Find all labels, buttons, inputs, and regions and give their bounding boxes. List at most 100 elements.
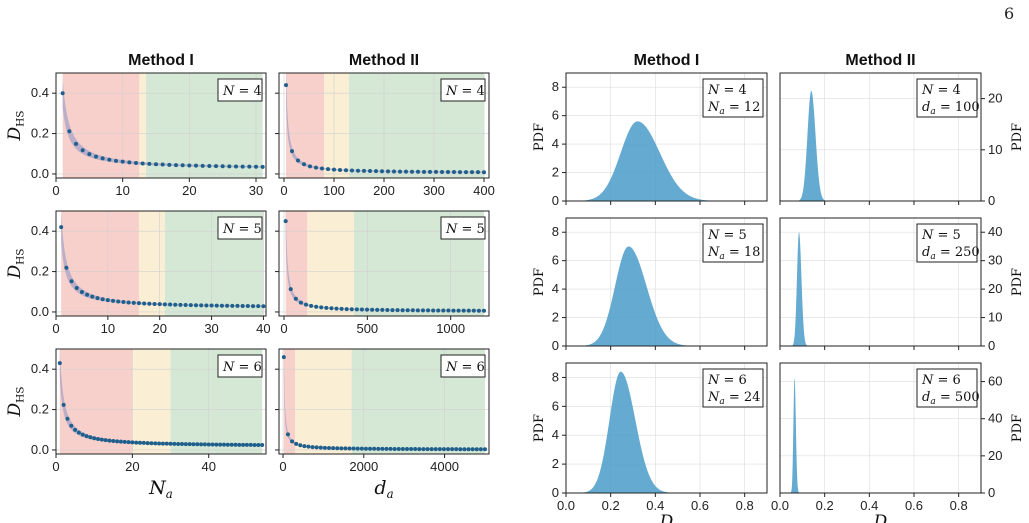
y-axis-label: PDF <box>532 268 547 296</box>
region-yellow <box>139 73 146 178</box>
x-tick-label: 0 <box>52 183 59 198</box>
data-point <box>426 308 431 313</box>
x-tick-label: 300 <box>423 183 445 198</box>
data-point <box>194 163 198 168</box>
y-tick-label: 0.4 <box>31 223 49 238</box>
data-point <box>293 296 298 301</box>
panel-left-r2c1: 0 10 20 30 40 0.0 0.2 0.4 N = 5 DHS <box>5 210 271 336</box>
data-point <box>441 308 446 313</box>
y-tick-label: 0.4 <box>31 361 49 376</box>
data-point <box>417 447 422 452</box>
data-point <box>164 441 169 446</box>
data-point <box>446 447 451 452</box>
annotation-text: N = 5 <box>921 228 961 243</box>
data-point <box>425 447 430 452</box>
panel-frame <box>779 362 982 494</box>
data-point <box>368 169 372 174</box>
panel-right-r1c1: 0 2 4 6 8 N = 4 Na = 12 Method I PDF <box>532 52 768 208</box>
data-point <box>261 304 266 309</box>
svg-text:DHS: DHS <box>5 110 27 141</box>
data-point <box>284 83 288 88</box>
data-point <box>458 170 462 175</box>
annotation-box <box>916 368 978 408</box>
data-point <box>441 447 446 452</box>
y-tick-label: 0.2 <box>31 126 49 141</box>
data-point <box>149 441 154 446</box>
data-point <box>111 439 116 444</box>
y-tick-label: 0 <box>552 338 559 353</box>
data-point <box>298 443 303 448</box>
data-point <box>362 168 366 173</box>
region-red <box>62 73 140 178</box>
data-point <box>127 160 132 165</box>
annotation-text: N = 6 <box>445 360 485 375</box>
data-point <box>322 445 327 450</box>
data-point <box>199 442 204 447</box>
data-point <box>168 302 173 307</box>
data-point <box>471 308 476 313</box>
data-point <box>296 158 300 163</box>
data-point <box>147 161 152 166</box>
panel-frame <box>55 72 267 179</box>
data-point <box>368 446 373 451</box>
data-point <box>210 442 215 447</box>
y-tick-label: 20 <box>988 448 1002 463</box>
data-point <box>392 446 397 451</box>
data-point <box>152 301 157 306</box>
annotation-text: N = 4 <box>921 83 961 98</box>
data-point <box>482 170 486 175</box>
region-red <box>283 349 296 454</box>
y-tick-label: 8 <box>552 369 559 384</box>
data-point <box>180 442 184 447</box>
data-point <box>384 446 389 451</box>
data-point <box>380 307 385 312</box>
annotation-box <box>916 223 978 263</box>
data-point <box>428 169 432 174</box>
data-point <box>376 446 381 451</box>
panel-left-r1c1: 0 10 20 30 0.0 0.2 0.4 N = 4 Method I DHS <box>5 52 267 198</box>
data-point <box>79 290 84 295</box>
annotation-box <box>702 78 764 118</box>
annotation-box <box>217 354 263 378</box>
data-point <box>334 306 339 311</box>
data-point <box>446 170 450 175</box>
data-point <box>470 447 475 452</box>
y-tick-label: 10 <box>988 142 1002 157</box>
data-point <box>290 149 294 154</box>
panel-frame <box>565 217 768 347</box>
data-point <box>178 302 183 307</box>
data-point <box>464 170 468 175</box>
y-axis-label: PDF <box>1010 414 1025 442</box>
density-area <box>574 246 700 346</box>
y-tick-label: 4 <box>552 136 559 151</box>
density-area <box>790 377 800 493</box>
panel-frame <box>278 210 490 317</box>
data-point <box>80 432 85 437</box>
y-tick-label: 2 <box>552 456 559 471</box>
data-point <box>227 164 232 169</box>
data-point <box>174 163 178 168</box>
data-point <box>118 439 123 444</box>
data-point <box>160 162 165 167</box>
region-yellow <box>132 349 171 454</box>
data-point <box>356 168 360 173</box>
data-point <box>456 308 461 313</box>
data-point <box>388 446 393 451</box>
y-tick-label: 0.0 <box>31 442 49 457</box>
data-point <box>167 162 172 167</box>
data-point <box>114 158 118 163</box>
data-point <box>248 442 253 447</box>
panel-right-r3c1: 0.0 0.2 0.4 0.6 0.8 0 2 4 6 8 N = 6 Na = 24 PDF D <box>532 362 768 523</box>
data-point <box>343 446 348 451</box>
region-yellow <box>295 349 352 454</box>
data-point <box>122 439 127 444</box>
panel-left-r1c2: 0 100 200 300 400 N = 4 Method II <box>275 52 495 198</box>
data-point <box>107 438 112 443</box>
svg-text:DHS: DHS <box>5 386 27 417</box>
svg-text:DHS: DHS <box>5 248 27 279</box>
y-tick-label: 0 <box>552 193 559 208</box>
data-point <box>209 303 214 308</box>
data-point <box>302 162 306 167</box>
x-tick-label: 0 <box>280 321 287 336</box>
annotation-text: Na = 24 <box>707 390 760 407</box>
